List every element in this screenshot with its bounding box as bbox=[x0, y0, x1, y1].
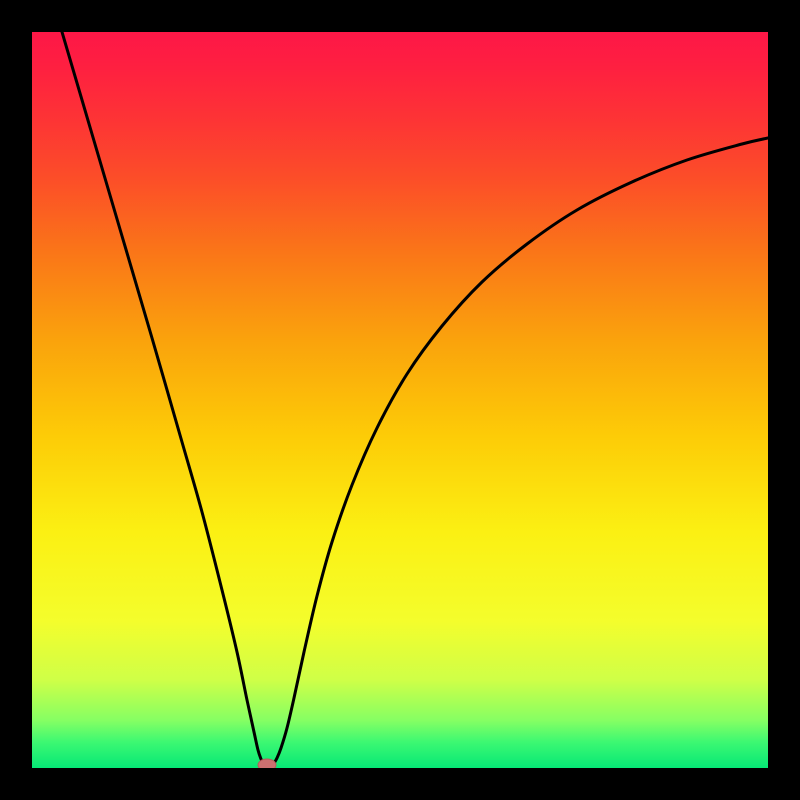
optimal-point-marker bbox=[258, 759, 276, 768]
chart-plot-area bbox=[32, 32, 768, 768]
frame-bottom bbox=[0, 768, 800, 800]
bottleneck-curve-chart bbox=[32, 32, 768, 768]
frame-right bbox=[768, 0, 800, 800]
gradient-background bbox=[32, 32, 768, 768]
frame-top bbox=[0, 0, 800, 32]
frame-left bbox=[0, 0, 32, 800]
